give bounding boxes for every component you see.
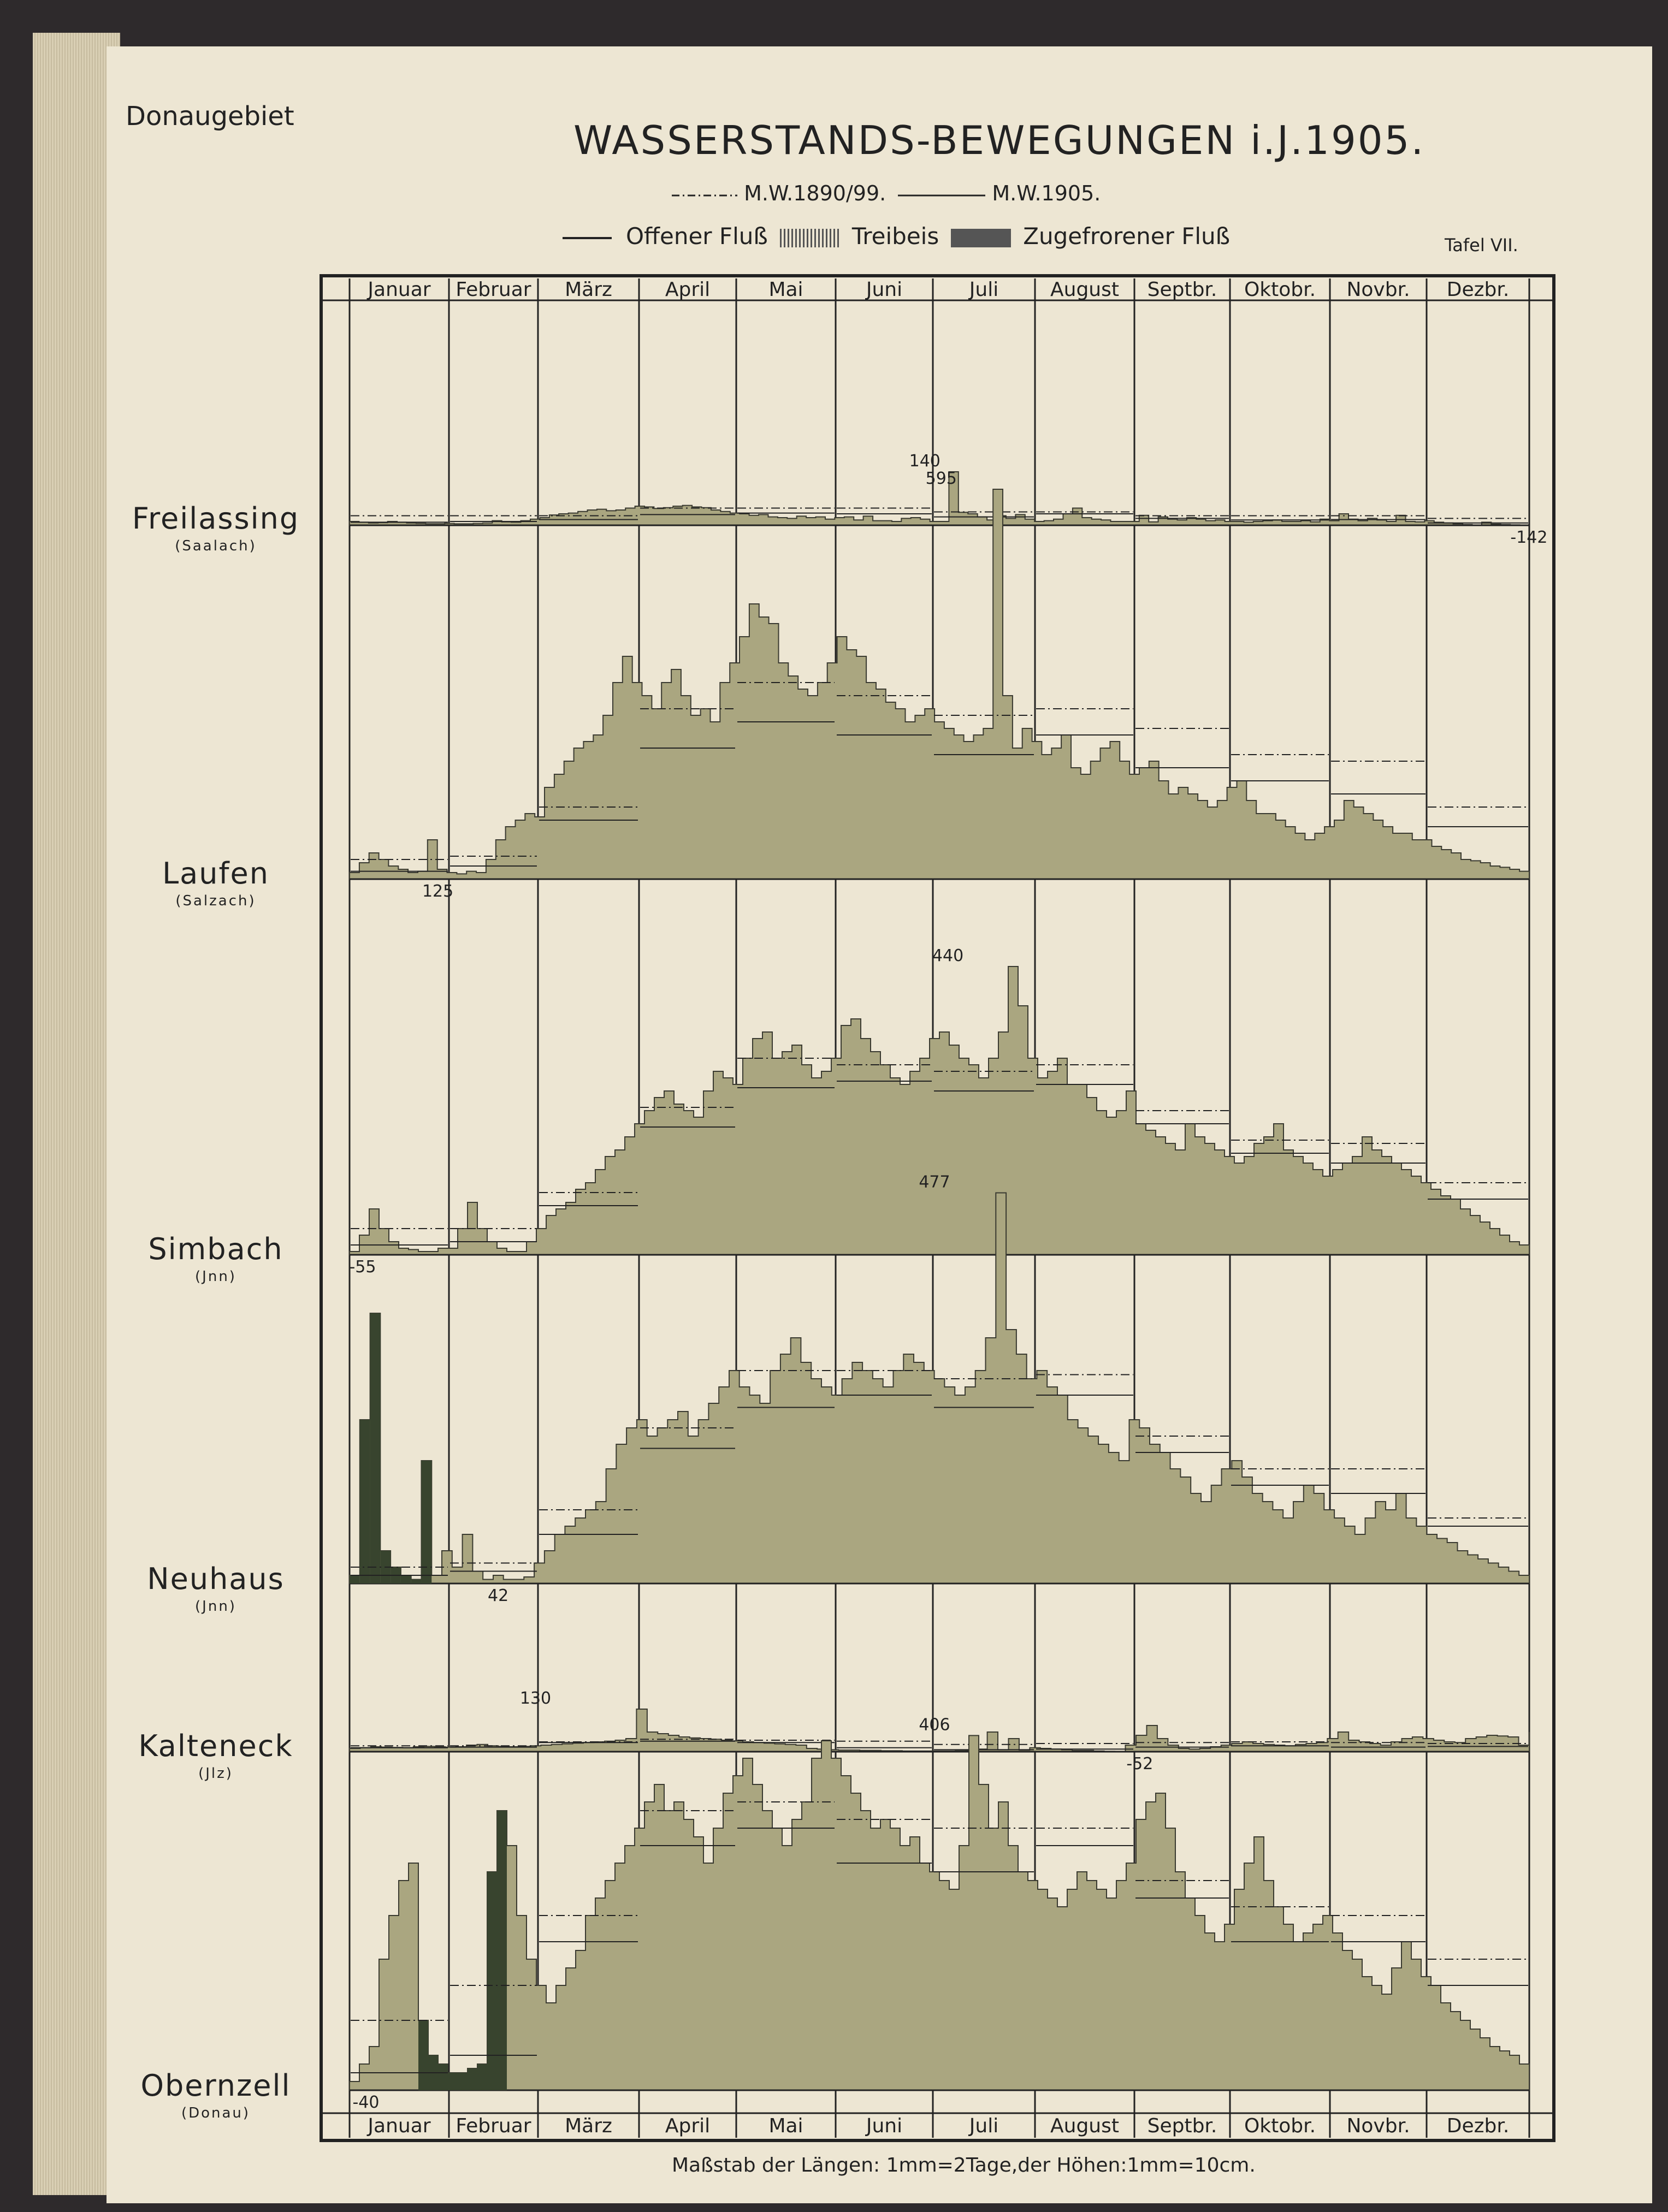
frozen-period (448, 2073, 458, 2090)
river-name: (Jlz) (198, 1765, 233, 1782)
station-freilassing: Freilassing (Saalach) (101, 501, 330, 554)
frozen-period (477, 2064, 487, 2090)
legend-drift-ice: Treibeis (851, 223, 939, 250)
frozen-period (458, 2073, 468, 2090)
peak-label: 595 (926, 469, 957, 488)
frozen-period (421, 1461, 432, 1584)
frozen-swatch-icon (951, 228, 1012, 247)
month-label-bottom: Juni (865, 2115, 902, 2137)
month-label-bottom: Januar (366, 2115, 430, 2137)
frozen-period (359, 1420, 370, 1584)
river-name: (Salzach) (175, 893, 256, 909)
month-label-top: Juli (968, 278, 998, 301)
frozen-period (400, 1575, 411, 1584)
legend-ice: Offener Fluß Treibeis Zugefrorener Fluß (563, 223, 1230, 250)
legend-frozen: Zugefrorener Fluß (1023, 223, 1231, 250)
peak-label: 130 (520, 1689, 551, 1708)
month-label-bottom: Februar (456, 2115, 531, 2137)
legend-mw: M.W.1890/99. M.W.1905. (672, 181, 1101, 205)
month-label-top: Februar (456, 278, 531, 301)
month-label-bottom: Novbr. (1346, 2115, 1410, 2137)
frozen-period (350, 1575, 360, 1584)
station-laufen: Laufen (Salzach) (101, 856, 330, 909)
frozen-period (487, 1872, 497, 2090)
legend-open: Offener Fluß (626, 223, 768, 250)
hydrograph-area (349, 1735, 1530, 2091)
frozen-period (418, 2020, 428, 2090)
month-label-top: Oktobr. (1244, 278, 1316, 301)
hydrograph-area (349, 966, 1530, 1255)
month-label-bottom: Dezbr. (1447, 2115, 1510, 2137)
dashdot-line-icon (672, 194, 737, 196)
peak-label: 440 (932, 946, 963, 965)
plate-number: Tafel VII. (1445, 235, 1518, 256)
month-label-top: Mai (768, 278, 803, 301)
station-neuhaus: Neuhaus (Jnn) (101, 1562, 330, 1615)
month-label-bottom: Oktobr. (1244, 2115, 1316, 2137)
region-label: Donaugebiet (126, 101, 294, 132)
legend-mw-year: M.W.1905. (992, 181, 1101, 205)
hydrograph-area (349, 489, 1530, 880)
low-label: -55 (349, 1258, 376, 1277)
low-label: -40 (352, 2093, 379, 2112)
dash-line-icon (898, 194, 986, 196)
frozen-period (411, 1579, 422, 1584)
month-label-bottom: Juli (968, 2115, 998, 2137)
river-name: (Jnn) (195, 1598, 236, 1615)
month-label-top: Dezbr. (1447, 278, 1510, 301)
book-edge (33, 33, 120, 2195)
station-name: Freilassing (132, 501, 300, 536)
river-name: (Saalach) (175, 538, 257, 554)
peak-label: 477 (919, 1173, 950, 1192)
hydrograph-area (349, 1192, 1530, 1584)
station-name: Simbach (148, 1232, 283, 1266)
month-label-bottom: Mai (768, 2115, 803, 2137)
month-label-top: März (565, 278, 612, 301)
drift-ice-swatch-icon (779, 228, 840, 247)
month-label-bottom: Septbr. (1148, 2115, 1217, 2137)
month-label-top: Juni (865, 278, 902, 301)
frozen-period (370, 1313, 381, 1584)
chart-frame (320, 274, 1555, 2142)
open-line-icon (563, 236, 612, 239)
month-label-bottom: April (665, 2115, 710, 2137)
river-name: (Jnn) (195, 1268, 236, 1285)
frozen-period (468, 2068, 477, 2090)
station-kalteneck: Kalteneck (Jlz) (101, 1729, 330, 1782)
month-label-top: April (665, 278, 710, 301)
page-title: WASSERSTANDS-BEWEGUNGEN i.J.1905. (573, 117, 1426, 163)
station-name: Laufen (162, 856, 269, 891)
scale-footnote: Maßstab der Längen: 1mm=2Tage,der Höhen:… (672, 2154, 1256, 2177)
station-simbach: Simbach (Jnn) (101, 1232, 330, 1285)
month-label-top: August (1050, 278, 1119, 301)
low-label: 42 (488, 1586, 508, 1605)
legend-mw-mean: M.W.1890/99. (744, 181, 886, 205)
month-label-top: Novbr. (1346, 278, 1410, 301)
hydrograph-area (349, 471, 1529, 526)
month-label-bottom: August (1050, 2115, 1119, 2137)
peak-label: 140 (909, 452, 941, 471)
month-label-top: Januar (366, 278, 430, 301)
station-name: Neuhaus (147, 1562, 285, 1596)
frozen-period (438, 2064, 448, 2090)
low-label: -142 (1510, 528, 1547, 547)
low-label: -52 (1126, 1754, 1153, 1774)
month-label-top: Septbr. (1148, 278, 1217, 301)
river-name: (Donau) (181, 2105, 251, 2121)
low-label: 125 (422, 882, 453, 901)
station-name: Kalteneck (138, 1729, 293, 1763)
frozen-period (497, 1811, 507, 2090)
station-obernzell: Obernzell (Donau) (101, 2068, 330, 2121)
peak-label: 406 (919, 1715, 950, 1734)
month-label-bottom: März (565, 2115, 612, 2137)
station-name: Obernzell (140, 2068, 291, 2103)
